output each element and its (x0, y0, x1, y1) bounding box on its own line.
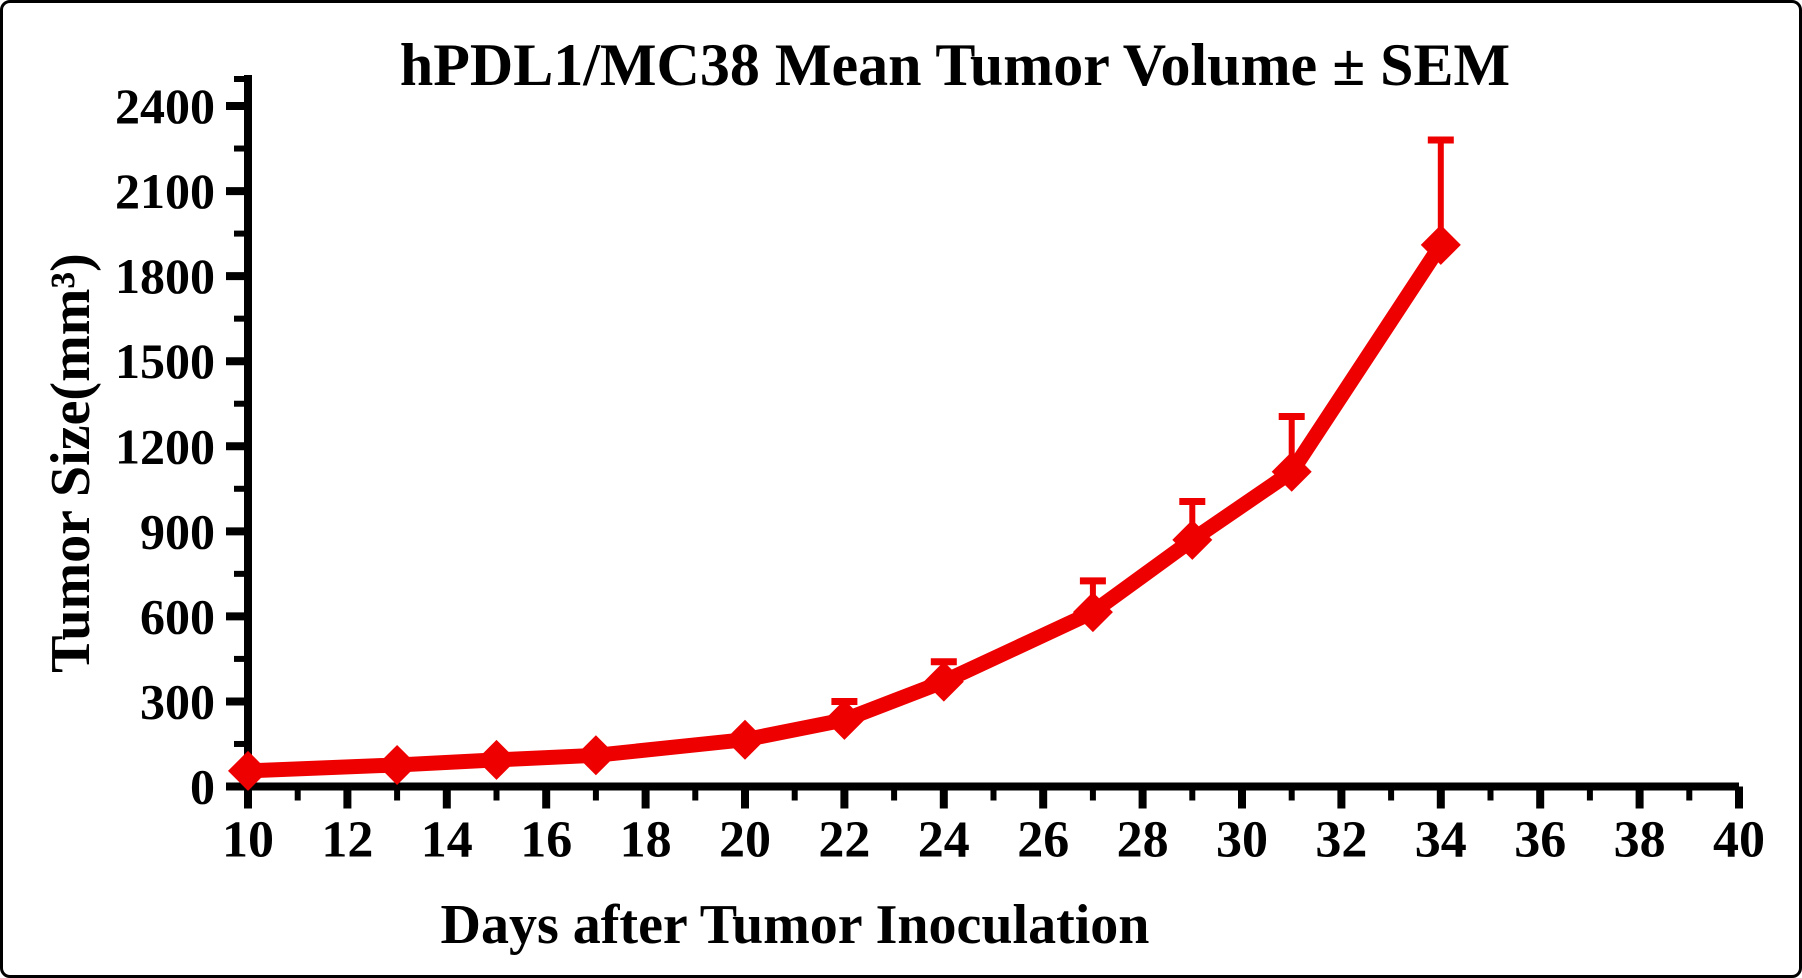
x-tick-label: 26 (1017, 812, 1069, 869)
x-tick-label: 32 (1315, 812, 1367, 869)
tumor-volume-chart: hPDL1/MC38 Mean Tumor Volume ± SEM Days … (40, 32, 1765, 956)
data-point-marker (1420, 224, 1461, 265)
data-point-marker (725, 719, 765, 760)
plot-area: 0 300 600 900 1200 1500 1800 2100 2400 10 12 14 16 18… (115, 75, 1765, 869)
data-point-marker (575, 735, 616, 776)
y-tick-label: 1800 (115, 248, 215, 304)
data-point-marker (1271, 451, 1312, 492)
data-point-marker (476, 739, 517, 780)
x-axis-label: Days after Tumor Inoculation (441, 894, 1150, 956)
x-tick-label: 14 (421, 812, 473, 869)
chart-title: hPDL1/MC38 Mean Tumor Volume ± SEM (400, 32, 1510, 98)
data-point-marker (228, 750, 268, 791)
x-tick-label: 10 (222, 812, 274, 869)
data-point-marker (1072, 592, 1113, 633)
x-tick-label: 24 (918, 812, 970, 869)
y-tick-label: 2400 (115, 78, 215, 134)
y-tick-label: 2100 (115, 163, 215, 219)
x-tick-label: 38 (1614, 812, 1666, 869)
y-tick-label: 1500 (115, 333, 215, 389)
data-point-marker (923, 661, 964, 702)
data-point-marker (824, 699, 865, 740)
x-tick-label: 28 (1117, 812, 1169, 869)
x-tick-label: 12 (321, 812, 373, 869)
x-tick-label: 34 (1415, 812, 1467, 869)
x-tick-label: 18 (620, 812, 672, 869)
x-tick-label: 36 (1514, 812, 1566, 869)
series-line (240, 237, 1449, 779)
y-tick-label: 0 (190, 759, 215, 815)
data-point-marker (377, 744, 418, 785)
x-tick-label: 30 (1216, 812, 1268, 869)
x-tick-label: 20 (719, 812, 771, 869)
y-tick-label: 300 (140, 673, 215, 729)
y-tick-label: 1200 (115, 418, 215, 474)
y-tick-label: 900 (140, 503, 215, 559)
x-tick-label: 22 (818, 812, 870, 869)
data-point-marker (1172, 519, 1213, 560)
x-tick-label: 16 (520, 812, 572, 869)
y-tick-label: 600 (140, 588, 215, 644)
y-axis-label: Tumor Size(mm³) (40, 253, 102, 673)
x-tick-label: 40 (1713, 812, 1765, 869)
